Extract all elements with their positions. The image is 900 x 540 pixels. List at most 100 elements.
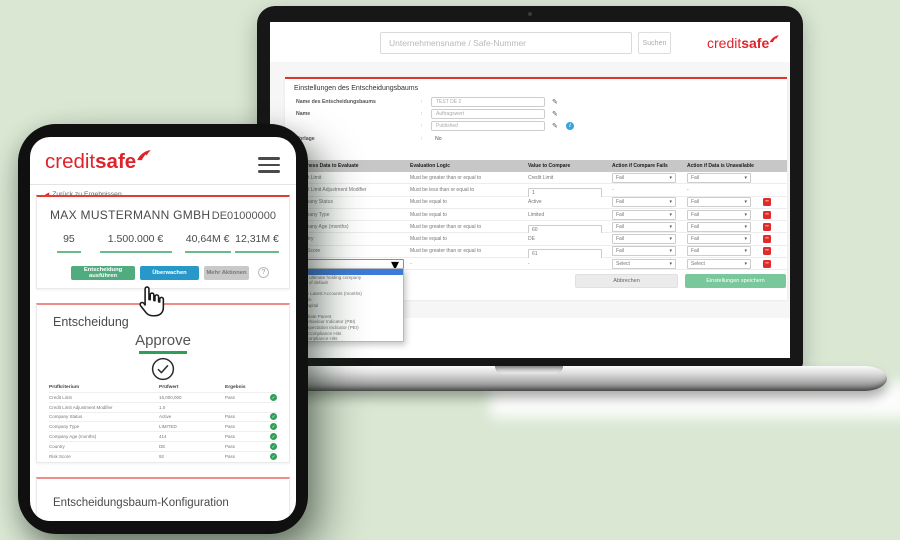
laptop-base-notch — [495, 366, 563, 374]
col-header-fail: Action if Compare Fails — [612, 163, 668, 169]
remove-row-button[interactable]: − — [763, 259, 771, 268]
data-field-dropdown-list: of ultimate holding company ty of defaul… — [290, 268, 404, 342]
cell-value: LIMITED — [159, 424, 177, 430]
chevron-down-icon: ▾ — [669, 248, 672, 255]
fail-action-select[interactable]: Fail ▾ — [612, 221, 676, 232]
dropdown-item[interactable]: ediate Parent — [304, 313, 332, 319]
phone-screen: creditsafe ◀Zurück zu Ergebnissen MAX MU… — [30, 137, 296, 521]
col-header-unavailable: Action if Data is Unavailable — [687, 163, 754, 169]
chevron-down-icon: ▾ — [744, 223, 747, 230]
pass-check-icon: ✓ — [270, 413, 277, 421]
remove-row-button[interactable]: − — [763, 198, 771, 207]
template-value: No — [435, 136, 442, 142]
cell-logic: Must be greater than or equal to — [410, 223, 482, 230]
unavailable-action-select[interactable]: Fail ▾ — [687, 234, 751, 245]
save-settings-button[interactable]: Einstellungen speichern — [685, 274, 786, 288]
cell-field: Credit Limit Adjustment Modifier — [296, 186, 367, 193]
help-icon[interactable]: ? — [258, 267, 269, 279]
company-name: MAX MUSTERMANN GMBH — [50, 208, 211, 222]
cell-criterion: Company Type — [49, 424, 80, 430]
dropdown-item[interactable]: of ultimate holding company — [304, 274, 362, 280]
dropdown-item[interactable] — [291, 269, 403, 275]
execute-decision-button[interactable]: Entscheidung ausführen — [71, 266, 135, 280]
fail-action-select[interactable]: Fail ▾ — [612, 197, 676, 208]
cell-logic: Must be equal to — [410, 199, 447, 206]
decision-tree-settings-card: Einstellungen des Entscheidungsbaums Nam… — [285, 77, 787, 342]
logo-text-credit: credit — [707, 35, 742, 51]
unavailable-action-select[interactable]: Fail ▾ — [687, 246, 751, 257]
col-header-data: Business Data to Evaluate — [296, 163, 359, 169]
info-icon[interactable]: i — [566, 122, 574, 130]
select-value: Fail — [616, 223, 625, 230]
select-value: Fail — [616, 211, 625, 218]
cell-result: Pass — [225, 424, 236, 430]
fail-action-select[interactable]: Fail ▾ — [612, 246, 676, 257]
dropdown-item[interactable]: ty of default — [304, 280, 328, 286]
cell-logic: Must be less than or equal to — [410, 186, 475, 193]
monitor-button[interactable]: Überwachen — [140, 266, 199, 280]
field-label: Vorlage — [296, 136, 315, 142]
status-input[interactable] — [431, 121, 545, 131]
unavailable-action-select[interactable]: Fail ▾ — [687, 172, 751, 183]
search-input[interactable] — [380, 32, 632, 54]
metric-score: 95 — [47, 233, 91, 253]
remove-row-button[interactable]: − — [763, 247, 771, 256]
unavailable-action-select[interactable]: Select ▾ — [687, 258, 751, 269]
form-row-name: Name : ✎ — [285, 109, 787, 120]
pass-check-icon: ✓ — [270, 433, 277, 441]
col-header-result: Ergebnis — [225, 385, 246, 390]
remove-row-button[interactable]: − — [763, 210, 771, 219]
select-value: Fail — [691, 223, 700, 230]
cell-value: 92 — [159, 453, 165, 459]
tree-name-input[interactable] — [431, 97, 545, 107]
dropdown-item[interactable]: Behaviour Indicator (PBI) — [304, 319, 356, 325]
pencil-icon[interactable]: ✎ — [552, 111, 558, 118]
chevron-down-icon: ▾ — [669, 223, 672, 230]
remove-row-button[interactable]: − — [763, 235, 771, 244]
criteria-row: Country DE Pass ✓ — [49, 440, 277, 451]
cell-result: Pass — [225, 414, 236, 420]
fail-action-select[interactable]: Fail ▾ — [612, 234, 676, 245]
fail-action-select[interactable]: Select ▾ — [612, 258, 676, 269]
table-row: Country Must be equal to DE Fail▾ Fail▾ … — [285, 233, 787, 246]
table-row: Company Status Must be equal to Active F… — [285, 196, 787, 209]
select-value: Fail — [691, 199, 700, 206]
field-separator: : — [421, 123, 423, 129]
hamburger-menu-icon[interactable] — [258, 157, 280, 173]
metric-underline — [184, 251, 231, 253]
dropdown-item[interactable]: ce Latest Accounts (months) — [304, 291, 362, 297]
approve-check-circle-icon — [151, 357, 175, 381]
cell-value: 15,000,000 — [159, 394, 182, 400]
remove-row-button[interactable]: − — [763, 222, 771, 231]
select-value: Fail — [616, 248, 625, 255]
fail-action-select[interactable]: Fail ▾ — [612, 172, 676, 183]
unavailable-action-select[interactable]: Fail ▾ — [687, 197, 751, 208]
unavailable-action-select[interactable]: Fail ▾ — [687, 209, 751, 220]
dropdown-item[interactable]: Expectation Indicator (PEI) — [304, 324, 359, 330]
cell-dash: - — [612, 186, 614, 193]
dropdown-item[interactable]: Compliance Hits — [304, 336, 338, 342]
cell-result: Pass — [225, 434, 236, 440]
chevron-down-icon: ▾ — [744, 260, 747, 267]
cell-logic: Must be equal to — [410, 236, 447, 243]
cancel-button[interactable]: Abbrechen — [575, 274, 678, 288]
chevron-down-icon: ▾ — [744, 248, 747, 255]
unavailable-action-select[interactable]: Fail ▾ — [687, 221, 751, 232]
criteria-row: Company Age (months) 414 Pass ✓ — [49, 431, 277, 441]
header-divider — [30, 184, 296, 185]
cell-value: Active — [528, 199, 542, 206]
chevron-down-icon: ▾ — [669, 211, 672, 218]
cell-logic: Must be equal to — [410, 211, 447, 218]
table-row: Credit Limit Adjustment Modifier Must be… — [285, 184, 787, 198]
dropdown-item[interactable]: s-Compliance Hits — [304, 330, 342, 336]
settings-title: Einstellungen des Entscheidungsbaums — [294, 85, 419, 92]
more-actions-button[interactable]: Mehr Aktionen — [204, 266, 249, 280]
cell-value: 1.0 — [159, 404, 166, 410]
fail-action-select[interactable]: Fail ▾ — [612, 209, 676, 220]
dropdown-item[interactable]: Capital — [304, 302, 319, 308]
chevron-down-icon: ▾ — [669, 199, 672, 206]
search-button[interactable]: Suchen — [638, 32, 671, 54]
pencil-icon[interactable]: ✎ — [552, 99, 558, 106]
name-input[interactable] — [431, 109, 545, 119]
pencil-icon[interactable]: ✎ — [552, 123, 558, 130]
